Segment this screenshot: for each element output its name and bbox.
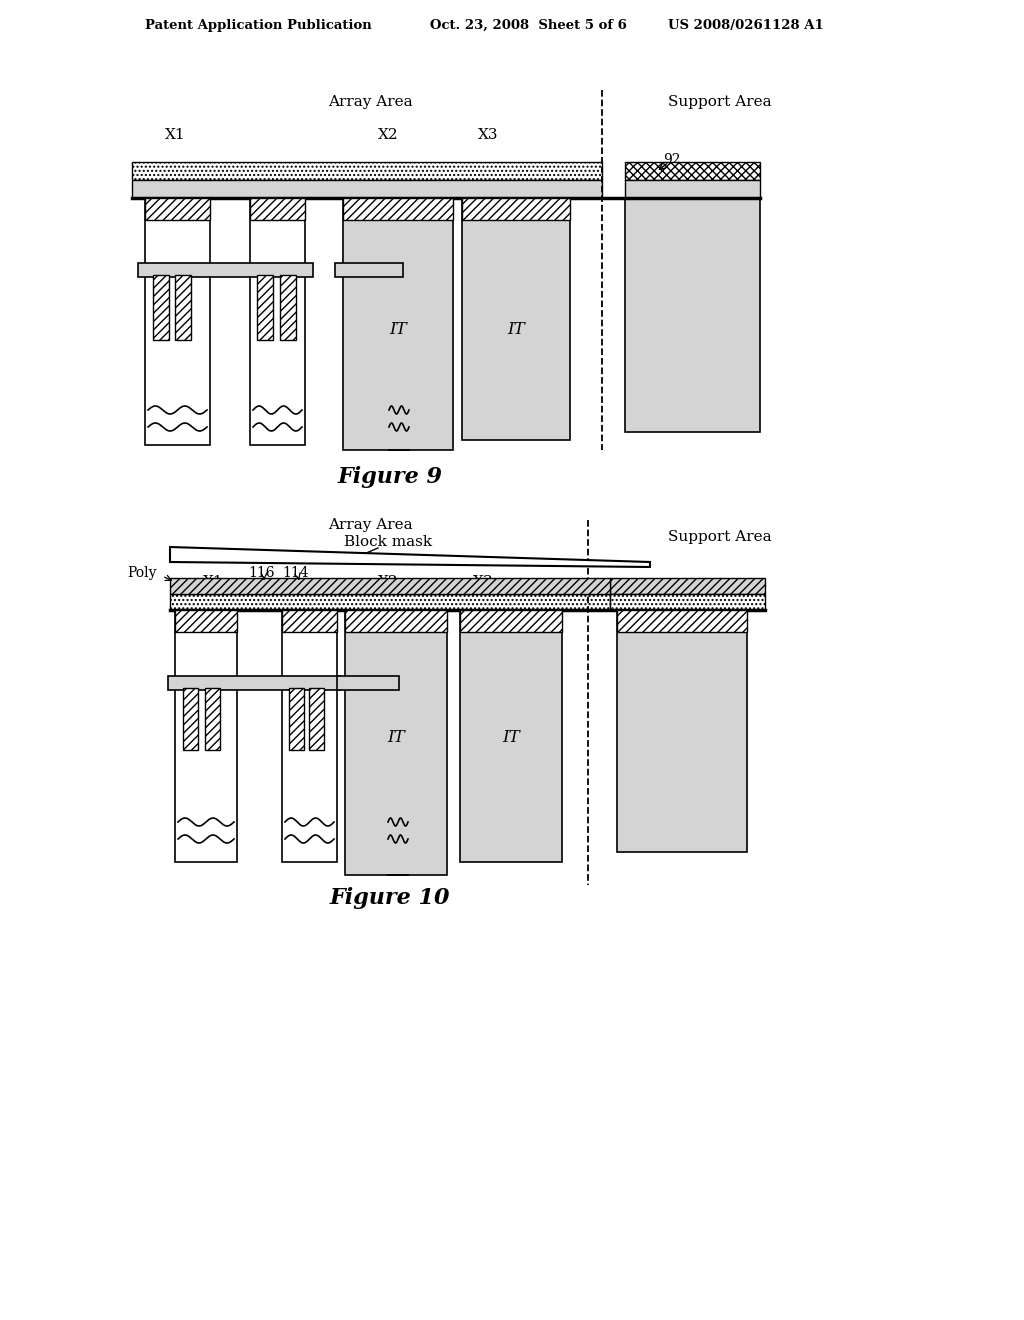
Bar bbox=[250, 198, 305, 220]
Bar bbox=[625, 198, 760, 432]
Bar bbox=[345, 610, 447, 632]
Bar bbox=[250, 198, 305, 445]
Bar bbox=[462, 198, 570, 220]
Text: Figure 9: Figure 9 bbox=[338, 466, 442, 488]
Bar bbox=[132, 180, 602, 198]
Bar bbox=[309, 688, 324, 750]
Text: Support Area: Support Area bbox=[669, 531, 772, 544]
Bar bbox=[617, 610, 746, 851]
Text: Patent Application Publication: Patent Application Publication bbox=[145, 18, 372, 32]
Bar bbox=[175, 610, 237, 632]
Text: 114: 114 bbox=[283, 566, 309, 579]
Bar bbox=[460, 610, 562, 632]
Bar bbox=[280, 275, 296, 341]
Bar bbox=[337, 676, 399, 690]
Text: IT: IT bbox=[389, 322, 407, 338]
Bar bbox=[345, 610, 447, 875]
Bar bbox=[343, 198, 453, 220]
Bar bbox=[205, 688, 220, 750]
Bar bbox=[625, 180, 760, 198]
Bar bbox=[460, 610, 562, 862]
Polygon shape bbox=[170, 546, 650, 568]
Text: IT: IT bbox=[502, 730, 520, 747]
Bar bbox=[145, 198, 210, 220]
Text: Support Area: Support Area bbox=[669, 95, 772, 110]
Bar bbox=[289, 688, 304, 750]
Text: IT: IT bbox=[507, 322, 525, 338]
Bar bbox=[132, 162, 602, 180]
Text: Figure 10: Figure 10 bbox=[330, 887, 451, 909]
Bar bbox=[175, 610, 237, 862]
Bar bbox=[183, 688, 198, 750]
Text: X2: X2 bbox=[378, 576, 398, 589]
Bar bbox=[343, 198, 453, 450]
Text: Array Area: Array Area bbox=[328, 95, 413, 110]
Text: X1: X1 bbox=[165, 128, 185, 143]
Bar bbox=[138, 263, 313, 277]
Text: Array Area: Array Area bbox=[328, 517, 413, 532]
Bar bbox=[282, 610, 337, 632]
Bar bbox=[335, 263, 403, 277]
Bar bbox=[462, 198, 570, 440]
Text: US 2008/0261128 A1: US 2008/0261128 A1 bbox=[668, 18, 823, 32]
Text: Poly: Poly bbox=[128, 566, 157, 579]
Bar bbox=[617, 610, 746, 632]
Bar bbox=[145, 198, 210, 445]
Text: X1: X1 bbox=[203, 576, 223, 589]
Text: X3: X3 bbox=[478, 128, 499, 143]
Bar bbox=[168, 676, 340, 690]
Bar bbox=[170, 594, 610, 610]
Text: Oct. 23, 2008  Sheet 5 of 6: Oct. 23, 2008 Sheet 5 of 6 bbox=[430, 18, 627, 32]
Bar bbox=[625, 162, 760, 180]
Text: 92: 92 bbox=[664, 153, 681, 168]
Bar bbox=[610, 594, 765, 610]
Text: X2: X2 bbox=[378, 128, 398, 143]
Bar bbox=[257, 275, 273, 341]
Bar bbox=[610, 578, 765, 594]
Text: IT: IT bbox=[387, 730, 404, 747]
Text: 116: 116 bbox=[249, 566, 275, 579]
Bar bbox=[282, 610, 337, 862]
Bar bbox=[153, 275, 169, 341]
Bar bbox=[170, 578, 610, 594]
Bar bbox=[175, 275, 191, 341]
Text: Block mask: Block mask bbox=[344, 535, 432, 549]
Text: X3: X3 bbox=[473, 576, 494, 589]
